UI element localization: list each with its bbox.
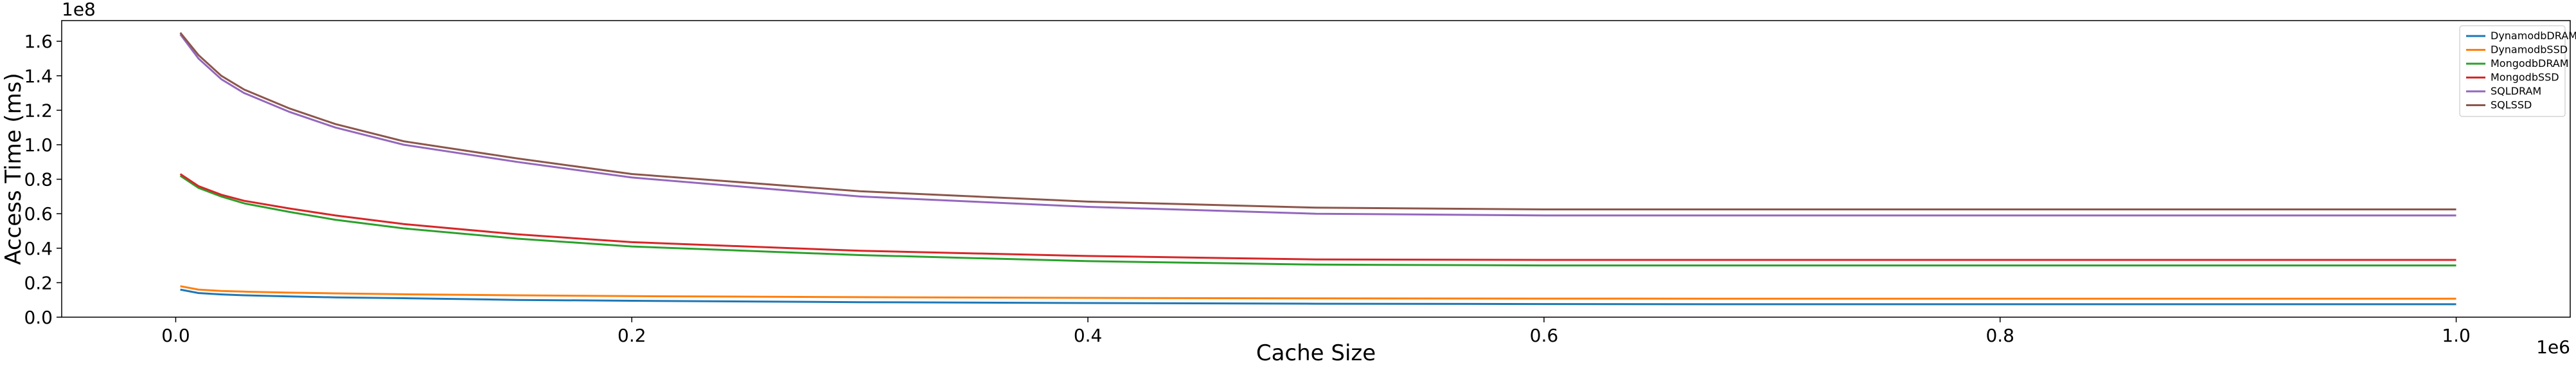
y-tick-label: 0.6	[24, 203, 53, 225]
series-line-5	[179, 32, 2456, 210]
x-tick-label: 0.2	[617, 325, 646, 346]
x-tick-label: 0.4	[1074, 325, 1103, 346]
series-line-0	[180, 288, 2456, 306]
y-tick-label: 1.2	[24, 100, 53, 121]
x-tick-label: 1.0	[2442, 325, 2471, 346]
x-offset-label: 1e6	[2536, 336, 2570, 358]
legend-label-3: MongodbSSD	[2491, 71, 2559, 84]
series-line-3	[179, 173, 2456, 261]
series-layer	[179, 32, 2456, 306]
axes-layer: 0.0 0.2 0.4 0.6 0.8 1.0 0.0 0.2 0.4 0.6 0.8 1.0 1.2 1…	[24, 20, 2571, 346]
x-tick-label: 0.0	[161, 325, 190, 346]
y-tick-label: 1.4	[24, 66, 53, 87]
legend-label-2: MongodbDRAM	[2491, 57, 2569, 69]
x-tick-label: 0.8	[1985, 325, 2014, 346]
series-line-1	[180, 285, 2456, 300]
legend-label-4: SQLDRAM	[2491, 85, 2541, 97]
y-tick-label: 0.8	[24, 169, 53, 190]
y-axis-label: Access Time (ms)	[1, 73, 26, 265]
y-tick-label: 0.4	[24, 238, 53, 259]
y-tick-label: 1.6	[24, 31, 53, 52]
legend-label-5: SQLSSD	[2491, 99, 2532, 111]
y-tick-label: 1.0	[24, 134, 53, 156]
series-line-4	[179, 33, 2456, 217]
y-tick-label: 0.2	[24, 272, 53, 293]
series-line-2	[179, 174, 2456, 267]
legend-box	[2459, 25, 2566, 117]
legend-label-0: DynamodbDRAM	[2491, 30, 2576, 42]
axes-frame	[61, 20, 2571, 318]
x-tick-label: 0.6	[1530, 325, 1559, 346]
legend-label-1: DynamodbSSD	[2491, 44, 2568, 56]
x-axis-label: Cache Size	[1256, 340, 1376, 366]
y-tick-label: 0.0	[24, 307, 53, 328]
y-offset-label: 1e8	[62, 0, 96, 20]
